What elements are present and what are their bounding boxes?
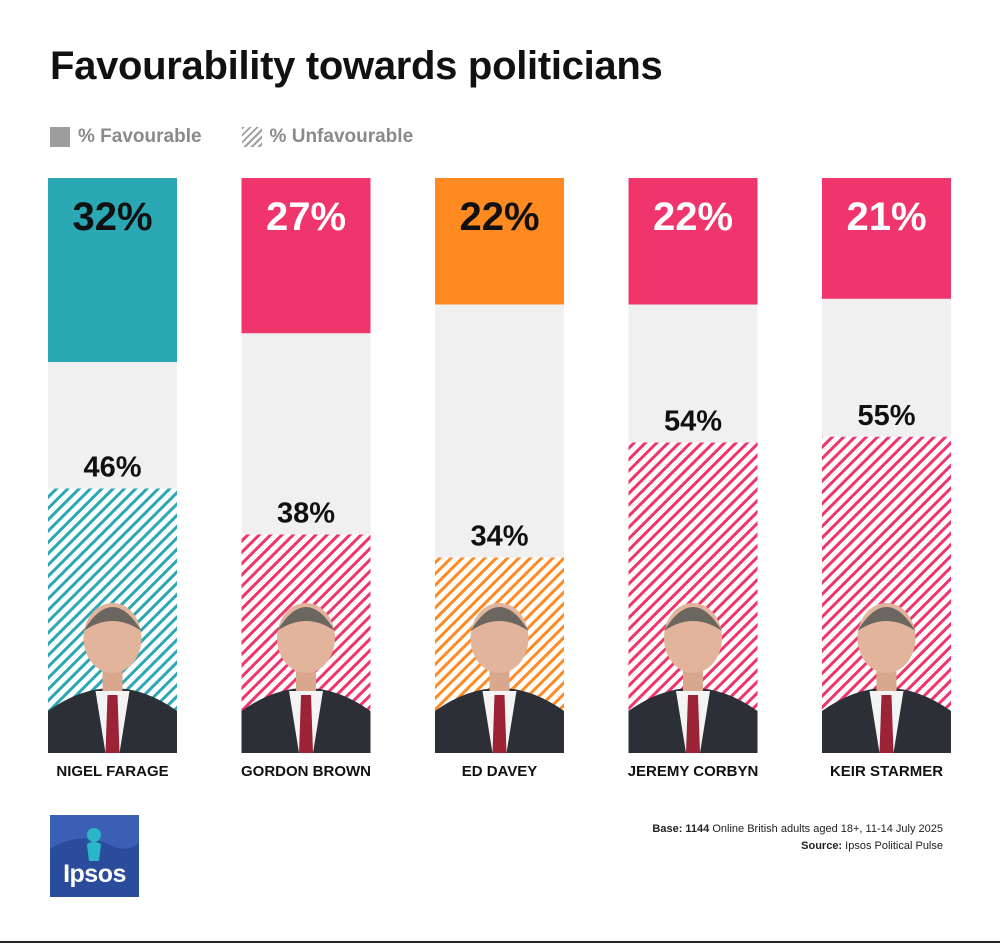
person-portrait-icon: [628, 603, 758, 753]
category-label: KEIR STARMER: [830, 763, 943, 780]
bar-favourable: [48, 178, 177, 362]
logo-text: Ipsos: [63, 860, 126, 888]
favourable-value-label: 22%: [459, 195, 539, 239]
unfavourable-value-label: 38%: [277, 498, 335, 530]
chart-area: 32% 46% NIGEL FARAGE 27% 38% GORDON BROWN 22% 3…: [48, 178, 951, 780]
legend-swatch-favourable: [50, 127, 70, 147]
person-portrait-icon: [435, 603, 564, 753]
base-n: 1144: [685, 823, 710, 835]
base-label: Base:: [652, 823, 683, 835]
source-line: Source: Ipsos Political Pulse: [652, 838, 943, 855]
legend-label-unfavourable: % Unfavourable: [269, 126, 414, 147]
legend-swatch-unfavourable: [241, 127, 262, 147]
legend-item-favourable: % Favourable: [50, 126, 202, 148]
category-label: ED DAVEY: [462, 763, 538, 780]
favourable-value-label: 21%: [846, 195, 926, 239]
favourable-value-label: 27%: [266, 195, 346, 239]
legend-item-unfavourable: % Unfavourable: [241, 126, 414, 148]
ipsos-logo-icon: [50, 815, 139, 861]
source-text: Ipsos Political Pulse: [845, 840, 943, 852]
category-label: GORDON BROWN: [241, 763, 371, 780]
unfavourable-value-label: 34%: [470, 521, 528, 553]
base-text: Online British adults aged 18+, 11-14 Ju…: [712, 823, 943, 835]
person-portrait-icon: [241, 603, 371, 753]
favourable-value-label: 32%: [72, 195, 152, 239]
legend-label-favourable: % Favourable: [78, 126, 202, 147]
bar-favourable: [822, 178, 951, 299]
person-portrait-icon: [822, 603, 951, 753]
legend: % Favourable % Unfavourable: [50, 126, 413, 148]
base-line: Base: 1144 Online British adults aged 18…: [652, 821, 943, 838]
unfavourable-value-label: 46%: [83, 452, 141, 484]
bar-favourable: [435, 178, 564, 305]
bar-favourable: [628, 178, 758, 305]
unfavourable-value-label: 54%: [664, 406, 722, 438]
ipsos-logo: Ipsos: [50, 815, 139, 897]
unfavourable-value-label: 55%: [857, 400, 915, 432]
person-portrait-icon: [48, 603, 177, 753]
category-label: NIGEL FARAGE: [56, 763, 168, 780]
bottom-rule: [0, 941, 1000, 943]
bar-favourable: [241, 178, 371, 334]
favourable-value-label: 22%: [653, 195, 733, 239]
category-label: JEREMY CORBYN: [628, 763, 759, 780]
chart-title: Favourability towards politicians: [50, 44, 663, 88]
source-label: Source:: [801, 840, 843, 852]
footnote: Base: 1144 Online British adults aged 18…: [652, 821, 943, 855]
